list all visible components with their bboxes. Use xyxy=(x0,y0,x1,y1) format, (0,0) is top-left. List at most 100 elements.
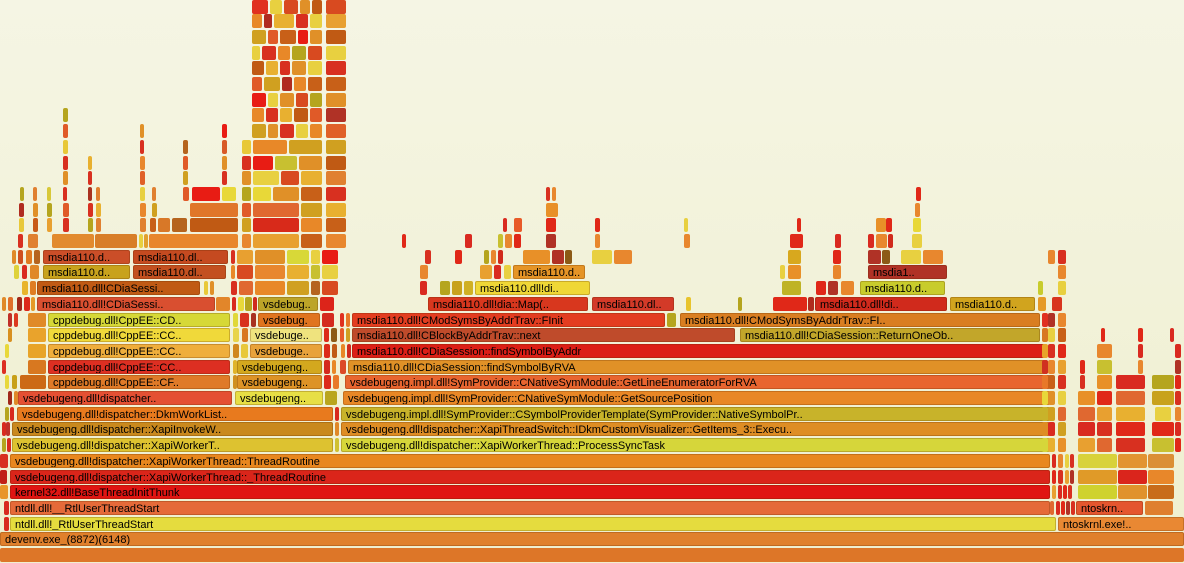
flame-frame[interactable] xyxy=(1097,391,1112,405)
flame-frame[interactable] xyxy=(287,281,309,296)
flame-frame[interactable] xyxy=(1118,469,1147,484)
flame-frame[interactable] xyxy=(152,202,157,217)
flame-frame[interactable] xyxy=(192,186,220,201)
flame-frame[interactable] xyxy=(667,312,676,327)
flame-frame[interactable] xyxy=(183,186,189,201)
flame-frame[interactable] xyxy=(1042,422,1048,437)
flame-frame[interactable] xyxy=(5,343,9,358)
flame-frame[interactable] xyxy=(1048,249,1055,264)
flame-frame[interactable] xyxy=(231,265,235,280)
flame-frame[interactable] xyxy=(222,155,227,170)
flame-frame[interactable] xyxy=(1052,485,1056,500)
flame-frame[interactable] xyxy=(252,45,260,60)
flame-frame[interactable] xyxy=(252,14,262,29)
flame-frame[interactable] xyxy=(4,500,9,515)
flame-frame[interactable] xyxy=(1078,422,1095,437)
flame-frame[interactable] xyxy=(242,234,251,248)
flame-frame[interactable] xyxy=(835,234,841,248)
flame-frame[interactable] xyxy=(63,218,69,233)
flame-frame[interactable]: vsdebugeng.dll!dispatcher.. xyxy=(18,391,232,405)
flame-frame[interactable] xyxy=(788,249,801,264)
flame-frame[interactable] xyxy=(242,139,251,154)
flame-frame[interactable]: msdia110.dll!CDiaSession::ReturnOneOb.. xyxy=(740,328,1040,343)
flame-frame[interactable] xyxy=(324,328,329,343)
flame-frame[interactable] xyxy=(310,29,322,44)
flame-frame[interactable] xyxy=(1038,281,1043,296)
flame-frame[interactable] xyxy=(172,218,187,233)
flame-frame[interactable] xyxy=(552,186,556,201)
flame-frame[interactable] xyxy=(19,202,24,217)
flame-frame[interactable] xyxy=(252,0,268,14)
flame-frame[interactable] xyxy=(1042,406,1048,421)
flame-frame[interactable] xyxy=(308,77,322,91)
flame-frame[interactable] xyxy=(1048,406,1055,421)
flame-frame[interactable] xyxy=(1058,391,1066,405)
flame-frame[interactable] xyxy=(287,265,309,280)
flame-frame[interactable] xyxy=(140,218,146,233)
flame-frame[interactable] xyxy=(210,281,214,296)
flame-frame[interactable] xyxy=(299,155,322,170)
flame-frame[interactable] xyxy=(239,281,253,296)
flame-frame[interactable] xyxy=(52,234,94,248)
flame-frame[interactable] xyxy=(252,108,264,123)
flame-frame[interactable] xyxy=(233,375,237,390)
flame-frame[interactable]: msdia110.dll!CModSymsByAddrTrav::FInit xyxy=(352,312,665,327)
flame-frame[interactable] xyxy=(222,124,227,139)
flame-frame[interactable] xyxy=(1101,328,1105,343)
flame-frame[interactable] xyxy=(242,328,248,343)
flame-frame[interactable] xyxy=(63,139,68,154)
flame-frame[interactable] xyxy=(523,249,550,264)
flame-frame[interactable] xyxy=(324,375,331,390)
flame-frame[interactable] xyxy=(1042,438,1048,453)
flame-frame[interactable] xyxy=(1175,343,1181,358)
flame-frame[interactable] xyxy=(33,202,38,217)
flame-frame[interactable] xyxy=(63,186,67,201)
flame-frame[interactable] xyxy=(1061,500,1065,515)
flame-frame[interactable] xyxy=(1048,375,1055,390)
flame-frame[interactable]: msdia110.dll!CDiaSession::findSymbolByRV… xyxy=(348,359,1048,374)
flame-frame[interactable] xyxy=(498,234,503,248)
flame-frame[interactable] xyxy=(1097,343,1112,358)
flame-frame[interactable] xyxy=(28,312,46,327)
flame-frame[interactable]: vsdebugeng.impl.dll!SymProvider::CSymbol… xyxy=(341,406,1050,421)
flame-frame[interactable] xyxy=(301,186,322,201)
flame-frame[interactable] xyxy=(780,265,785,280)
flame-frame[interactable] xyxy=(312,0,322,14)
flame-frame[interactable] xyxy=(88,202,93,217)
flame-frame[interactable] xyxy=(1048,359,1055,374)
flame-frame[interactable] xyxy=(140,186,145,201)
flame-frame[interactable] xyxy=(190,202,238,217)
flame-frame[interactable] xyxy=(876,234,887,248)
flame-frame[interactable] xyxy=(1058,406,1066,421)
flame-frame[interactable] xyxy=(270,0,282,14)
flame-frame[interactable]: msdia110.dll!CDiaSession::findSymbolByAd… xyxy=(352,343,1046,358)
flame-frame[interactable] xyxy=(1078,485,1117,500)
flame-frame[interactable] xyxy=(2,359,6,374)
flame-frame[interactable]: msdia110.dl.. xyxy=(133,249,228,264)
flame-frame[interactable]: vsdebuge.. xyxy=(250,343,322,358)
flame-frame[interactable]: vsdebugeng.impl.dll!SymProvider::CNative… xyxy=(345,375,1050,390)
flame-frame[interactable]: vsdebugeng.impl.dll!SymProvider::CNative… xyxy=(343,391,1050,405)
flame-frame[interactable] xyxy=(491,249,496,264)
flame-frame[interactable] xyxy=(1152,375,1174,390)
flame-frame[interactable] xyxy=(325,391,337,405)
flame-frame[interactable] xyxy=(912,234,922,248)
flame-frame[interactable] xyxy=(24,296,30,311)
flame-frame[interactable] xyxy=(684,234,690,248)
flame-frame[interactable] xyxy=(0,469,7,484)
flame-frame[interactable] xyxy=(1056,500,1060,515)
flame-frame[interactable] xyxy=(18,234,23,248)
flame-frame[interactable] xyxy=(322,312,334,327)
flame-frame[interactable] xyxy=(311,265,320,280)
flame-frame[interactable] xyxy=(916,186,921,201)
flame-frame[interactable] xyxy=(301,202,322,217)
flame-frame[interactable] xyxy=(28,328,46,343)
flame-frame[interactable] xyxy=(296,92,308,107)
flame-frame[interactable] xyxy=(1148,485,1174,500)
flame-frame[interactable] xyxy=(1050,500,1054,515)
flame-frame[interactable] xyxy=(326,29,346,44)
flame-frame[interactable] xyxy=(1058,485,1062,500)
flame-frame[interactable] xyxy=(326,0,346,14)
flame-frame[interactable] xyxy=(738,296,742,311)
flame-frame[interactable] xyxy=(1152,391,1174,405)
